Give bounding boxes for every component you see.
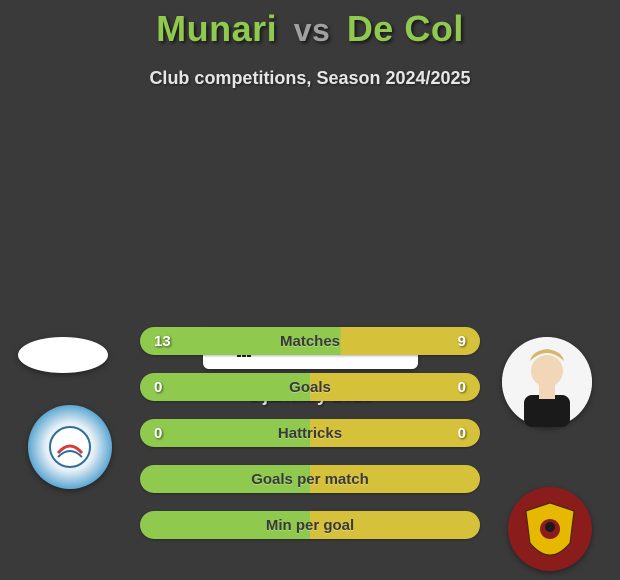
player2-avatar	[502, 337, 592, 427]
content-area: 13Matches90Goals00Hattricks0Goals per ma…	[0, 327, 620, 406]
stat-label: Goals	[289, 379, 331, 396]
stat-label: Min per goal	[266, 517, 354, 534]
stat-left-value: 13	[154, 333, 171, 350]
player1-name: Munari	[156, 8, 277, 49]
stat-right-value: 0	[458, 425, 466, 442]
stat-bars: 13 Matches 9 0 Goals 0 0 Hattricks 0 Goals per ma…	[140, 327, 480, 557]
stat-bar: Goals per match	[140, 465, 480, 493]
stat-bar: 0 Goals 0	[140, 373, 480, 401]
player1-avatar	[18, 337, 108, 373]
player2-name: De Col	[347, 8, 464, 49]
comparison-title: Munari vs De Col	[0, 0, 620, 50]
stat-label: Matches	[280, 333, 340, 350]
stat-bar: 13 Matches 9	[140, 327, 480, 355]
stat-bar: 0 Hattricks 0	[140, 419, 480, 447]
player2-club-badge	[508, 487, 592, 571]
player1-club-badge	[28, 405, 112, 489]
stat-right-value: 0	[458, 379, 466, 396]
stat-label: Goals per match	[251, 471, 369, 488]
stat-bar: Min per goal	[140, 511, 480, 539]
subtitle: Club competitions, Season 2024/2025	[0, 68, 620, 89]
stat-left-value: 0	[154, 425, 162, 442]
stat-right-value: 9	[458, 333, 466, 350]
stat-left-value: 0	[154, 379, 162, 396]
stat-label: Hattricks	[278, 425, 342, 442]
vs-text: vs	[294, 12, 331, 48]
